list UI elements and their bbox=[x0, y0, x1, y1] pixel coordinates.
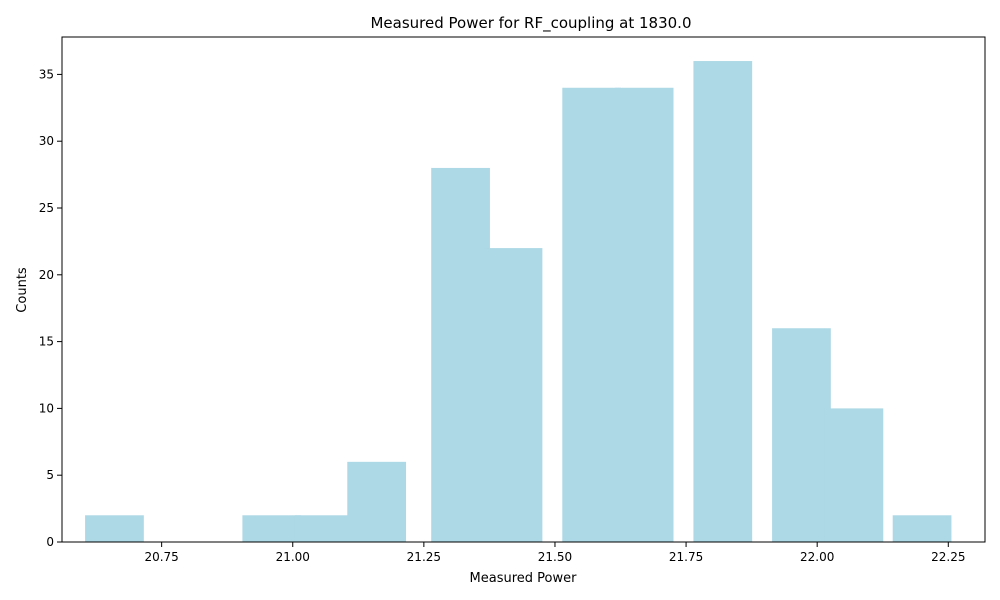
x-tick-label: 22.25 bbox=[931, 550, 965, 564]
bar bbox=[614, 87, 674, 543]
y-tick-label: 35 bbox=[39, 67, 54, 81]
bar bbox=[483, 248, 543, 542]
bar bbox=[294, 515, 354, 542]
y-tick-label: 15 bbox=[39, 335, 54, 349]
y-tick-label: 30 bbox=[39, 134, 54, 148]
x-tick-label: 21.00 bbox=[276, 550, 310, 564]
bar bbox=[824, 408, 884, 542]
bar bbox=[562, 87, 622, 543]
x-tick-label: 21.50 bbox=[538, 550, 572, 564]
chart-title: Measured Power for RF_coupling at 1830.0 bbox=[370, 14, 691, 33]
y-tick-label: 0 bbox=[46, 535, 54, 549]
x-tick-label: 20.75 bbox=[144, 550, 178, 564]
bar bbox=[85, 515, 144, 542]
x-axis-ticks: 20.75 21.00 21.25 21.50 21.75 22.00 22.25 bbox=[144, 542, 965, 564]
x-tick-label: 21.25 bbox=[407, 550, 441, 564]
bar bbox=[693, 61, 753, 543]
bar bbox=[772, 328, 831, 542]
bar bbox=[242, 515, 302, 542]
x-tick-label: 21.75 bbox=[669, 550, 703, 564]
y-tick-label: 10 bbox=[39, 401, 54, 415]
y-axis-ticks: 0 5 10 15 20 25 30 35 bbox=[39, 67, 62, 549]
bar bbox=[431, 167, 490, 542]
bar bbox=[347, 461, 407, 542]
y-tick-label: 5 bbox=[46, 468, 54, 482]
x-axis-label: Measured Power bbox=[470, 571, 578, 586]
y-axis-label: Counts bbox=[15, 267, 30, 313]
plot-frame bbox=[61, 36, 986, 543]
y-tick-label: 20 bbox=[39, 268, 54, 282]
bars-group bbox=[85, 61, 952, 543]
bar bbox=[892, 515, 952, 542]
x-tick-label: 22.00 bbox=[800, 550, 834, 564]
y-tick-label: 25 bbox=[39, 201, 54, 215]
